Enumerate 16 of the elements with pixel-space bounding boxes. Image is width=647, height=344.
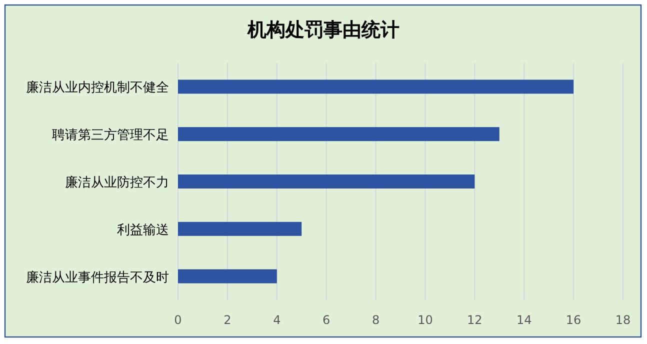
y-tick-label: 廉洁从业事件报告不及时: [26, 270, 169, 286]
y-tick-label: 廉洁从业防控不力: [65, 176, 169, 190]
x-tick-label: 6: [322, 313, 330, 327]
x-tick-label: 2: [224, 313, 232, 327]
x-tick-label: 18: [615, 313, 631, 327]
y-tick-label: 廉洁从业内控机制不健全: [26, 80, 169, 96]
y-tick-label: 聘请第三方管理不足: [52, 127, 169, 144]
x-tick-label: 14: [516, 313, 532, 327]
x-tick-label: 4: [273, 313, 281, 327]
chart-title: 机构处罚事由统计: [246, 19, 400, 41]
x-tick-label: 12: [467, 313, 482, 327]
x-tick-label: 16: [566, 313, 582, 327]
x-tick-label: 8: [372, 313, 380, 327]
y-tick-label: 利益输送: [117, 222, 169, 238]
x-tick-label: 10: [418, 313, 433, 327]
x-tick-label: 0: [174, 313, 182, 327]
